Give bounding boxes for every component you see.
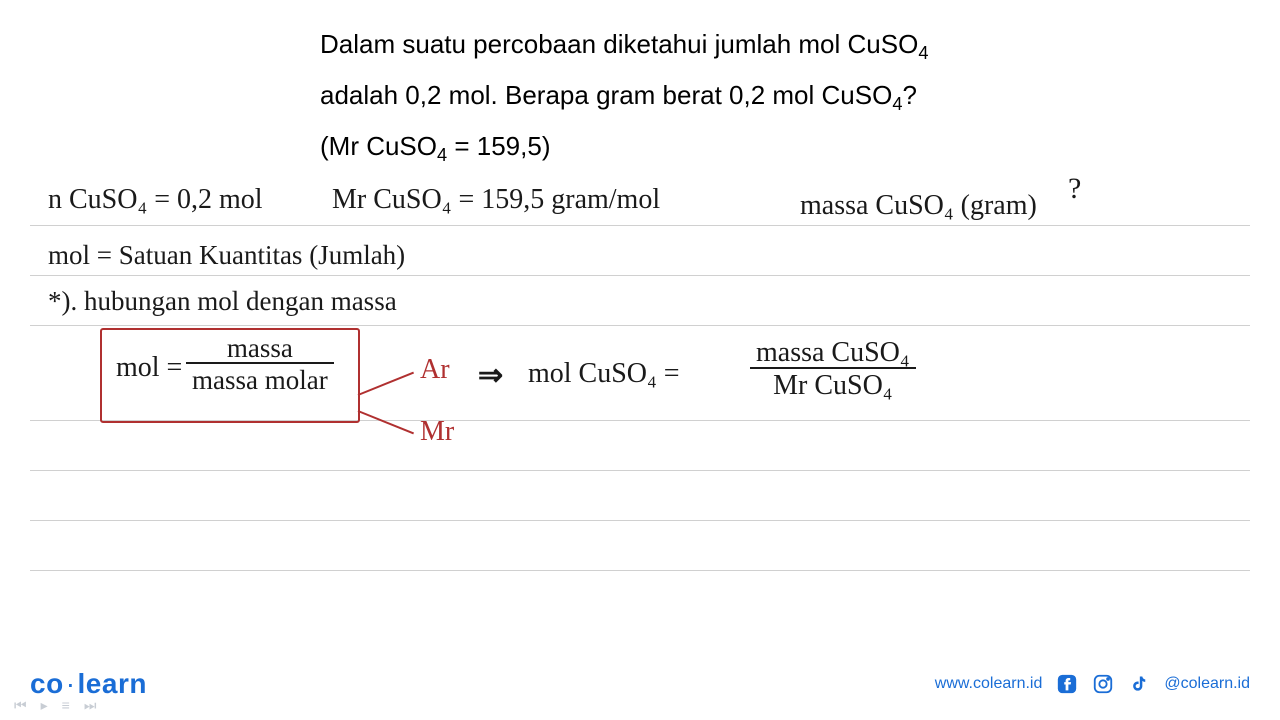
formula-fraction: massa massa molar xyxy=(186,334,334,395)
list-icon[interactable]: ≡ xyxy=(62,697,70,714)
prev-icon[interactable]: ⏮ xyxy=(14,697,27,714)
ruled-line xyxy=(30,275,1250,276)
asked-qmark: ? xyxy=(1068,172,1081,206)
branch-ar: Ar xyxy=(420,354,450,386)
tiktok-icon[interactable] xyxy=(1128,673,1150,695)
given-mr: Mr CuSO₄ = 159,5 gram/mol xyxy=(332,184,660,216)
derive-lhs: mol CuSO₄ = xyxy=(528,358,680,390)
problem-line-1-sub: 4 xyxy=(918,43,928,63)
formula-denominator: massa molar xyxy=(186,362,334,394)
relation-heading: *). hubungan mol dengan massa xyxy=(48,286,397,317)
definition-line: mol = Satuan Kuantitas (Jumlah) xyxy=(48,240,405,271)
logo-separator: · xyxy=(66,668,76,699)
formula-lhs: mol = xyxy=(116,352,182,384)
ruled-line xyxy=(30,225,1250,226)
derive-numerator: massa CuSO₄ xyxy=(750,338,916,367)
ruled-line xyxy=(30,470,1250,471)
facebook-icon[interactable] xyxy=(1056,673,1078,695)
play-icon[interactable]: ▸ xyxy=(41,697,48,714)
derive-denominator: Mr CuSO₄ xyxy=(750,367,916,400)
asked-text: massa CuSO₄ (gram) xyxy=(800,190,1037,222)
player-controls: ⏮ ▸ ≡ ⏭ xyxy=(14,697,96,714)
footer-url[interactable]: www.colearn.id xyxy=(935,675,1043,693)
problem-line-3b: = 159,5) xyxy=(447,131,550,161)
problem-line-2-sub: 4 xyxy=(892,94,902,114)
given-n: n CuSO₄ = 0,2 mol xyxy=(48,184,263,216)
problem-line-1: Dalam suatu percobaan diketahui jumlah m… xyxy=(320,20,960,71)
next-icon[interactable]: ⏭ xyxy=(84,697,97,714)
ruled-line xyxy=(30,520,1250,521)
logo-part-a: co xyxy=(30,668,64,699)
ruled-line xyxy=(30,570,1250,571)
problem-line-1a: Dalam suatu percobaan diketahui jumlah m… xyxy=(320,29,918,59)
branch-mr: Mr xyxy=(420,416,454,448)
problem-line-2: adalah 0,2 mol. Berapa gram berat 0,2 mo… xyxy=(320,71,960,122)
implies-arrow: ⇒ xyxy=(478,358,503,393)
footer-right: www.colearn.id @colearn.id xyxy=(935,673,1250,695)
problem-line-2a: adalah 0,2 mol. Berapa gram berat 0,2 mo… xyxy=(320,80,892,110)
problem-line-3: (Mr CuSO4 = 159,5) xyxy=(320,122,960,173)
footer-handle[interactable]: @colearn.id xyxy=(1164,675,1250,693)
ruled-line xyxy=(30,325,1250,326)
formula-numerator: massa xyxy=(186,334,334,362)
problem-line-2b: ? xyxy=(902,80,916,110)
problem-text: Dalam suatu percobaan diketahui jumlah m… xyxy=(320,20,960,172)
instagram-icon[interactable] xyxy=(1092,673,1114,695)
problem-line-3-sub: 4 xyxy=(437,145,447,165)
derive-fraction: massa CuSO₄ Mr CuSO₄ xyxy=(750,338,916,401)
footer: co·learn www.colearn.id @colearn.id xyxy=(30,668,1250,700)
logo-part-b: learn xyxy=(78,668,147,699)
brand-logo: co·learn xyxy=(30,668,147,700)
problem-line-3a: (Mr CuSO xyxy=(320,131,437,161)
